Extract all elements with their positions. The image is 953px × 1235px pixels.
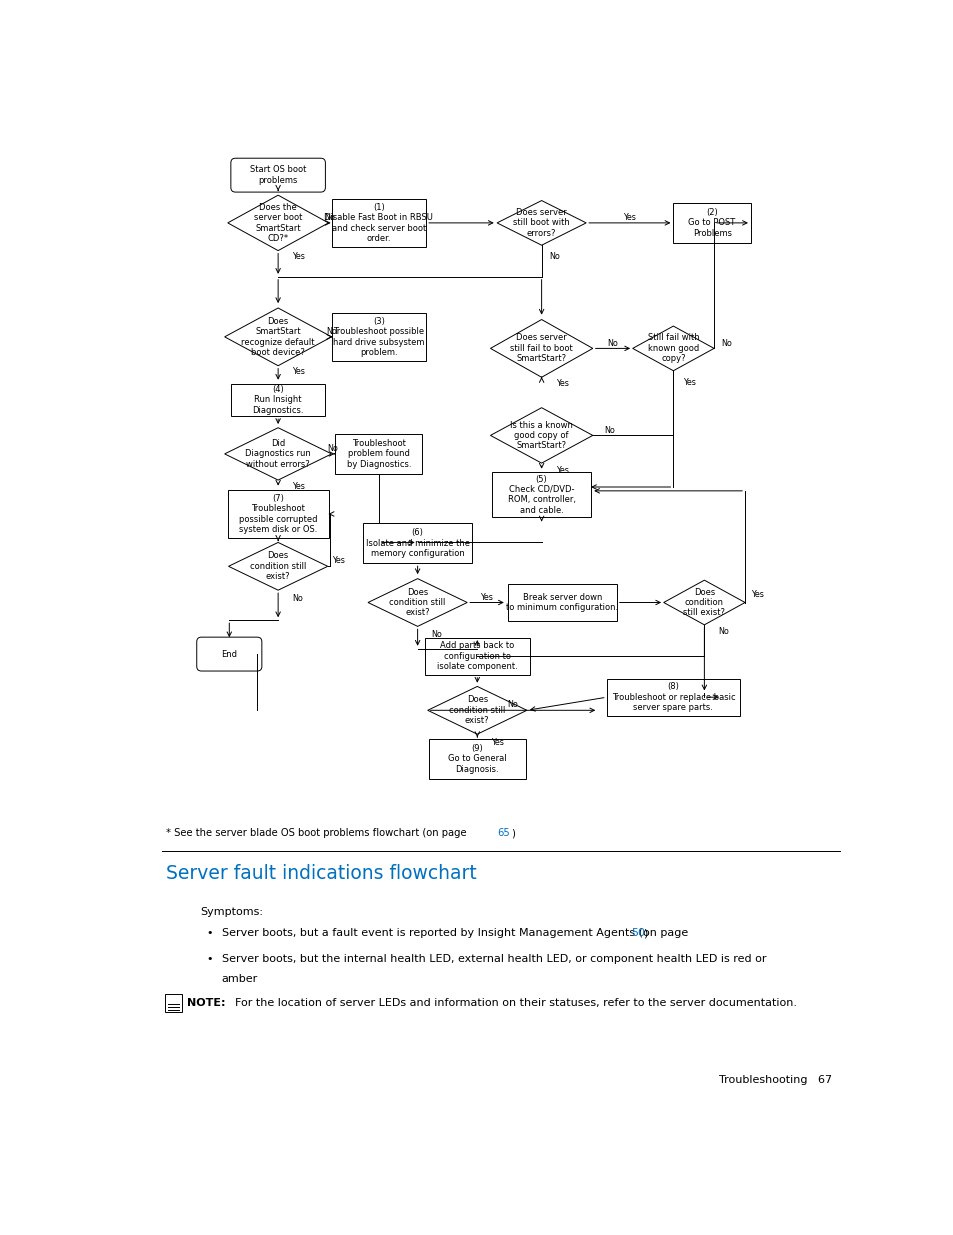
Text: For the location of server LEDs and information on their statuses, refer to the : For the location of server LEDs and info… [228,998,796,1008]
Text: No: No [507,700,517,709]
FancyBboxPatch shape [196,637,261,671]
Text: No: No [324,212,335,222]
FancyBboxPatch shape [332,199,426,247]
FancyBboxPatch shape [424,638,529,674]
Text: Yes: Yes [292,367,305,375]
Text: * See the server blade OS boot problems flowchart (on page: * See the server blade OS boot problems … [166,829,469,839]
Text: No: No [326,327,337,336]
Text: Did
Diagnostics run
without errors?: Did Diagnostics run without errors? [245,438,311,469]
FancyBboxPatch shape [363,524,472,563]
Text: (2)
Go to POST
Problems: (2) Go to POST Problems [688,207,735,238]
Text: Yes: Yes [622,212,636,222]
Text: Does
condition
still exist?: Does condition still exist? [682,588,724,618]
Text: ): ) [642,929,647,939]
Text: Yes: Yes [491,739,503,747]
FancyBboxPatch shape [335,433,422,474]
Polygon shape [632,326,713,370]
Text: Does the
server boot
SmartStart
CD?*: Does the server boot SmartStart CD?* [253,203,302,243]
Text: Yes: Yes [750,590,763,599]
Polygon shape [490,408,592,463]
Text: Troubleshooting   67: Troubleshooting 67 [719,1076,831,1086]
Text: Does
condition still
exist?: Does condition still exist? [389,588,445,618]
Text: Start OS boot
problems: Start OS boot problems [250,165,306,185]
Text: No: No [549,252,559,261]
Text: No: No [720,338,732,347]
Text: (1)
Disable Fast Boot in RBSU
and check server boot
order.: (1) Disable Fast Boot in RBSU and check … [324,203,433,243]
Text: Server fault indications flowchart: Server fault indications flowchart [166,864,476,883]
Polygon shape [427,687,526,734]
FancyBboxPatch shape [165,994,182,1013]
Polygon shape [224,427,332,480]
Text: No: No [718,627,728,636]
Text: End: End [221,650,237,658]
Text: Server boots, but the internal health LED, external health LED, or component hea: Server boots, but the internal health LE… [221,955,765,965]
Text: Does server
still boot with
errors?: Does server still boot with errors? [513,207,569,238]
Text: No: No [607,338,618,347]
Text: Does server
still fail to boot
SmartStart?: Does server still fail to boot SmartStar… [510,333,573,363]
FancyBboxPatch shape [429,739,525,779]
Text: Yes: Yes [682,378,695,387]
Text: (6)
Isolate and minimize the
memory configuration: (6) Isolate and minimize the memory conf… [365,529,469,558]
Text: Still fail with
known good
copy?: Still fail with known good copy? [647,333,699,363]
Text: Yes: Yes [555,466,568,474]
Text: (3)
Troubleshoot possible
hard drive subsystem
problem.: (3) Troubleshoot possible hard drive sub… [333,316,424,357]
Polygon shape [368,579,467,626]
Text: Yes: Yes [292,482,305,490]
Text: Troubleshoot
problem found
by Diagnostics.: Troubleshoot problem found by Diagnostic… [346,438,411,469]
Text: Yes: Yes [332,557,344,566]
FancyBboxPatch shape [332,312,426,361]
Polygon shape [224,308,332,366]
Text: 50: 50 [630,929,644,939]
Text: (7)
Troubleshoot
possible corrupted
system disk or OS.: (7) Troubleshoot possible corrupted syst… [238,494,317,534]
Polygon shape [228,195,328,251]
Text: No: No [292,594,303,603]
Text: ): ) [511,829,515,839]
Text: Is this a known
good copy of
SmartStart?: Is this a known good copy of SmartStart? [510,420,573,451]
FancyBboxPatch shape [492,472,591,517]
Text: (9)
Go to General
Diagnosis.: (9) Go to General Diagnosis. [448,743,506,773]
FancyBboxPatch shape [228,490,328,537]
Text: No: No [431,630,442,640]
FancyBboxPatch shape [673,203,750,243]
Text: Does
condition still
exist?: Does condition still exist? [449,695,505,725]
FancyBboxPatch shape [606,679,740,716]
Text: Does
SmartStart
recognize default
boot device?: Does SmartStart recognize default boot d… [241,316,314,357]
Text: Add parts back to
configuration to
isolate component.: Add parts back to configuration to isola… [436,641,517,672]
Text: (4)
Run Insight
Diagnostics.: (4) Run Insight Diagnostics. [253,385,304,415]
FancyBboxPatch shape [231,384,325,416]
Polygon shape [663,580,744,625]
Text: Yes: Yes [555,379,568,388]
Polygon shape [497,200,585,246]
Text: Server boots, but a fault event is reported by Insight Management Agents (on pag: Server boots, but a fault event is repor… [221,929,691,939]
Text: No: No [328,445,338,453]
Text: Break server down
to minimum configuration.: Break server down to minimum configurati… [506,593,618,613]
Text: amber: amber [221,974,257,984]
Polygon shape [229,542,328,590]
Text: NOTE:: NOTE: [187,998,226,1008]
Text: Yes: Yes [480,593,493,601]
Text: Yes: Yes [292,252,305,262]
FancyBboxPatch shape [231,158,325,193]
Text: Symptoms:: Symptoms: [200,906,263,916]
Text: (8)
Troubleshoot or replace basic
server spare parts.: (8) Troubleshoot or replace basic server… [611,682,735,713]
Text: Does
condition still
exist?: Does condition still exist? [250,551,306,582]
Polygon shape [490,320,592,377]
Text: No: No [604,426,615,435]
Text: •: • [207,955,213,965]
Text: (5)
Check CD/DVD-
ROM, controller,
and cable.: (5) Check CD/DVD- ROM, controller, and c… [507,474,575,515]
Text: •: • [207,929,213,939]
FancyBboxPatch shape [508,584,617,621]
Text: 65: 65 [497,829,510,839]
